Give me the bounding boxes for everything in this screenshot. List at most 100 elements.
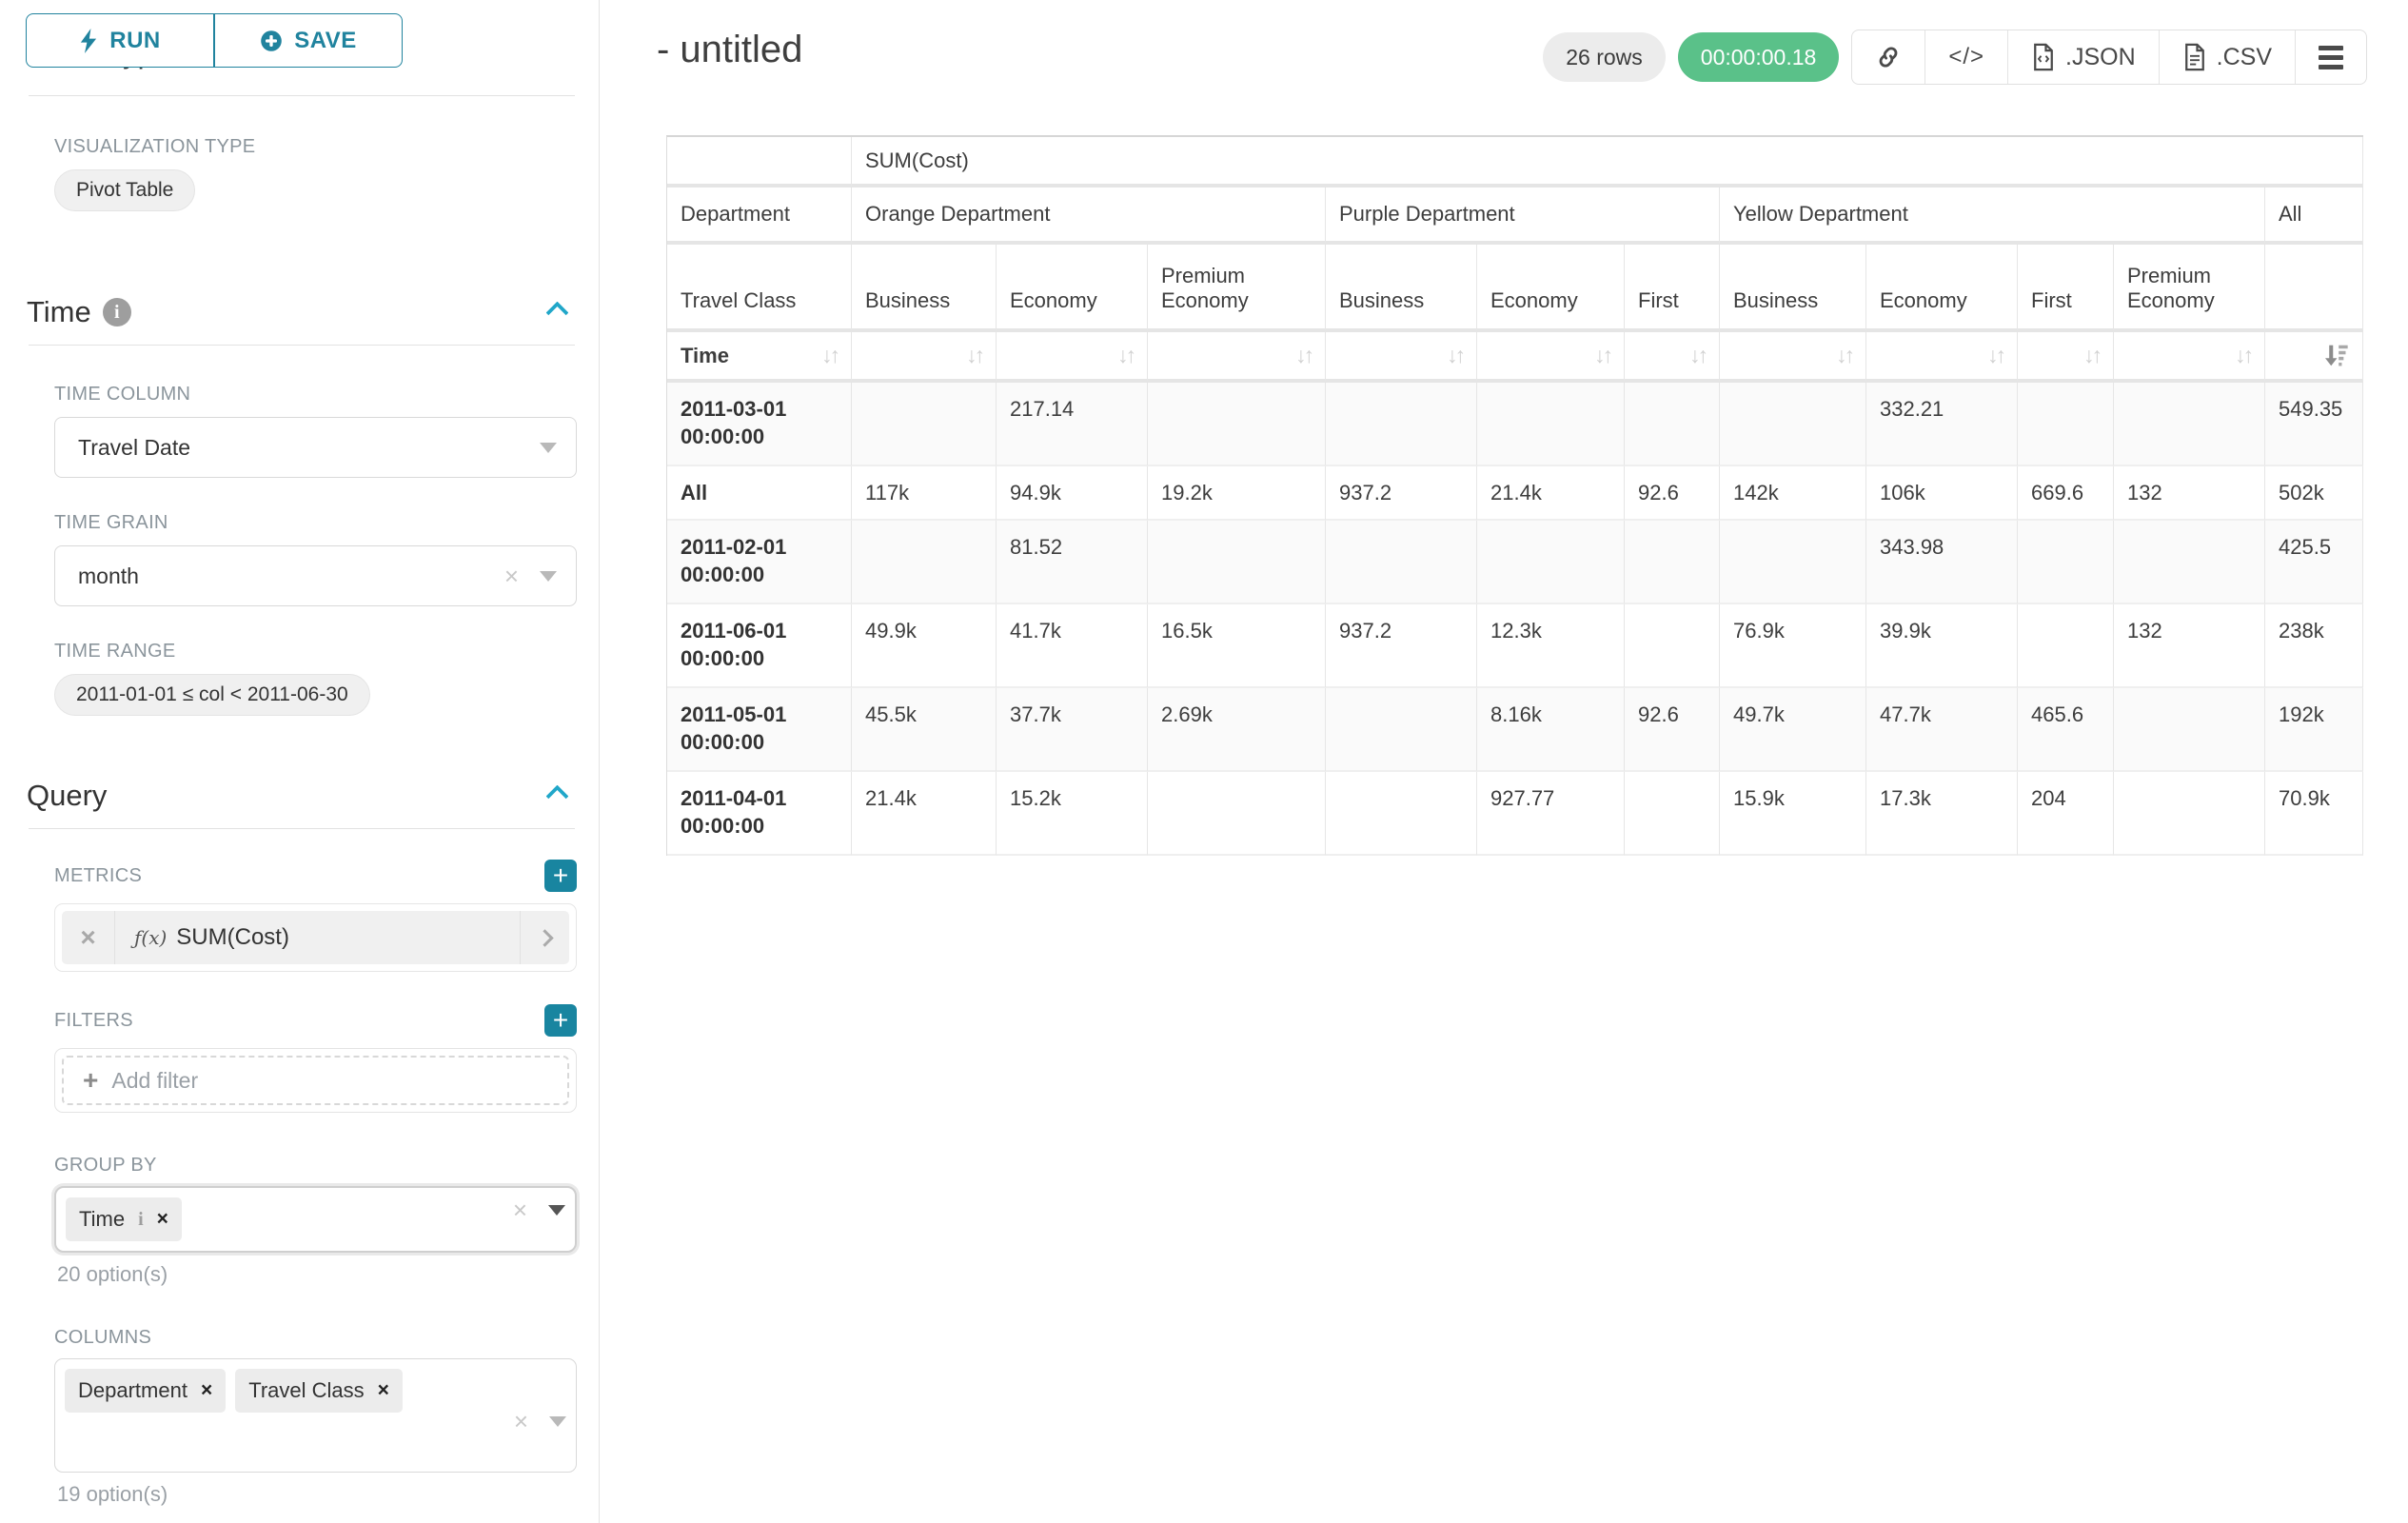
pivot-subcolumn-header[interactable]: Premium Economy: [2114, 245, 2265, 332]
pivot-subcolumn-header[interactable]: First: [2018, 245, 2114, 332]
pivot-value-cell: [1326, 521, 1477, 604]
pivot-subcolumn-header[interactable]: Economy: [1866, 245, 2018, 332]
group-by-select[interactable]: Time i × ×: [54, 1186, 577, 1253]
sort-toggle-icon[interactable]: ↓↑: [1836, 343, 1855, 367]
clear-icon[interactable]: ×: [513, 1407, 528, 1435]
pivot-table-container: SUM(Cost) Department Orange Department Purp…: [666, 135, 2363, 856]
chevron-up-icon[interactable]: [545, 783, 569, 808]
sort-toggle-icon[interactable]: ↓↑: [1689, 343, 1708, 367]
sort-descending-active-icon[interactable]: [2323, 343, 2349, 368]
add-metric-button[interactable]: +: [544, 860, 577, 892]
pivot-colgroup-header[interactable]: Orange Department: [852, 188, 1326, 245]
time-column-select[interactable]: Travel Date: [54, 417, 577, 478]
chip-label: Time: [79, 1207, 126, 1231]
clear-icon[interactable]: ×: [512, 1196, 527, 1224]
pivot-header-travel-class-row: Travel Class Business Economy Premium Econo…: [667, 245, 2363, 332]
save-button-label: SAVE: [294, 27, 357, 53]
link-icon: [1879, 47, 1898, 68]
copy-permalink-button[interactable]: [1852, 30, 1926, 84]
filters-label: FILTERS: [54, 1009, 133, 1031]
chip-close-icon[interactable]: ×: [156, 1208, 168, 1230]
caret-down-icon: [540, 570, 557, 582]
sort-toggle-icon[interactable]: ↓↑: [821, 343, 840, 367]
pivot-sort-cell: ↓↑: [852, 332, 997, 383]
chart-title[interactable]: - untitled: [657, 29, 803, 70]
pivot-value-cell: 549.35: [2265, 383, 2363, 466]
sort-toggle-icon[interactable]: ↓↑: [1117, 343, 1136, 367]
run-button[interactable]: RUN: [26, 13, 214, 68]
columns-chip-department[interactable]: Department ×: [65, 1369, 227, 1413]
pivot-value-cell: 238k: [2265, 604, 2363, 688]
pivot-data-row: 2011-04-01 00:00:00 21.4k 15.2k 927.77 15.9k…: [667, 772, 2363, 856]
pivot-subcolumn-header[interactable]: First: [1625, 245, 1720, 332]
group-by-chip-time[interactable]: Time i ×: [66, 1197, 182, 1241]
sort-toggle-icon[interactable]: ↓↑: [1447, 343, 1466, 367]
metric-expand-button[interactable]: [520, 911, 569, 964]
save-button[interactable]: SAVE: [214, 13, 403, 68]
pivot-value-cell: 81.52: [997, 521, 1148, 604]
columns-chip-travel-class[interactable]: Travel Class ×: [235, 1369, 403, 1413]
caret-down-icon[interactable]: [548, 1204, 565, 1216]
info-icon[interactable]: i: [102, 298, 131, 326]
pivot-value-cell: [1720, 383, 1866, 466]
clear-icon[interactable]: ×: [503, 562, 519, 590]
time-range-pill[interactable]: 2011-01-01 ≤ col < 2011-06-30: [54, 674, 370, 716]
pivot-value-cell: 76.9k: [1720, 604, 1866, 688]
columns-select[interactable]: Department × Travel Class × ×: [54, 1358, 577, 1473]
caret-down-icon[interactable]: [549, 1415, 566, 1427]
function-icon: ƒ(x): [134, 926, 168, 949]
pivot-corner-empty-cell: [667, 137, 852, 188]
sort-toggle-icon[interactable]: ↓↑: [966, 343, 985, 367]
pivot-value-cell: 12.3k: [1477, 604, 1625, 688]
chip-close-icon[interactable]: ×: [200, 1379, 213, 1401]
pivot-corner-time-label: Time ↓↑: [667, 332, 852, 383]
pivot-colgroup-header[interactable]: Purple Department: [1326, 188, 1720, 245]
remove-metric-icon[interactable]: ×: [62, 911, 115, 964]
chevron-up-icon[interactable]: [545, 300, 569, 325]
export-csv-label: .CSV: [2216, 43, 2272, 70]
view-query-button[interactable]: </>: [1925, 30, 2009, 84]
viz-type-pill[interactable]: Pivot Table: [54, 169, 196, 211]
add-filter-button[interactable]: + Add filter: [62, 1056, 569, 1105]
sort-toggle-icon[interactable]: ↓↑: [1987, 343, 2006, 367]
pivot-subcolumn-header[interactable]: Business: [852, 245, 997, 332]
pivot-value-cell: 192k: [2265, 688, 2363, 772]
pivot-colgroup-header[interactable]: Yellow Department: [1720, 188, 2265, 245]
run-button-label: RUN: [109, 27, 161, 53]
pivot-value-cell: 41.7k: [997, 604, 1148, 688]
chip-label: Travel Class: [248, 1378, 365, 1402]
pivot-value-cell: [1477, 383, 1625, 466]
pivot-value-cell: 17.3k: [1866, 772, 2018, 856]
plus-icon: +: [83, 1065, 99, 1095]
add-filter-plus-button[interactable]: +: [544, 1004, 577, 1037]
pivot-subcolumn-header[interactable]: [2265, 245, 2363, 332]
pivot-sort-cell: ↓↑: [2114, 332, 2265, 383]
export-csv-button[interactable]: .CSV: [2160, 30, 2296, 84]
pivot-colgroup-header[interactable]: All: [2265, 188, 2363, 245]
sidebar-topbar: RUN SAVE: [0, 0, 599, 68]
pivot-value-cell: 465.6: [2018, 688, 2114, 772]
export-json-button[interactable]: .JSON: [2008, 30, 2160, 84]
time-section-title-text: Time: [27, 295, 91, 328]
sort-toggle-icon[interactable]: ↓↑: [2235, 343, 2254, 367]
time-grain-select[interactable]: month ×: [54, 545, 577, 606]
columns-options-count: 19 option(s): [57, 1482, 168, 1506]
pivot-value-cell: [2018, 383, 2114, 466]
pivot-subcolumn-header[interactable]: Economy: [1477, 245, 1625, 332]
pivot-value-cell: 92.6: [1625, 466, 1720, 521]
pivot-subcolumn-header[interactable]: Economy: [997, 245, 1148, 332]
sort-toggle-icon[interactable]: ↓↑: [2083, 343, 2102, 367]
pivot-subcolumn-header[interactable]: Business: [1720, 245, 1866, 332]
pivot-subcolumn-header[interactable]: Business: [1326, 245, 1477, 332]
pivot-subcolumn-header[interactable]: Premium Economy: [1148, 245, 1326, 332]
pivot-row-label: All: [667, 466, 852, 521]
more-options-button[interactable]: [2296, 30, 2366, 84]
pivot-sort-cell: ↓↑: [1148, 332, 1326, 383]
pivot-value-cell: [2018, 521, 2114, 604]
pivot-value-cell: [1148, 772, 1326, 856]
sort-toggle-icon[interactable]: ↓↑: [1594, 343, 1613, 367]
pivot-value-cell: [2114, 521, 2265, 604]
chip-close-icon[interactable]: ×: [377, 1379, 389, 1401]
metric-pill[interactable]: × ƒ(x) SUM(Cost): [62, 911, 569, 964]
sort-toggle-icon[interactable]: ↓↑: [1295, 343, 1314, 367]
